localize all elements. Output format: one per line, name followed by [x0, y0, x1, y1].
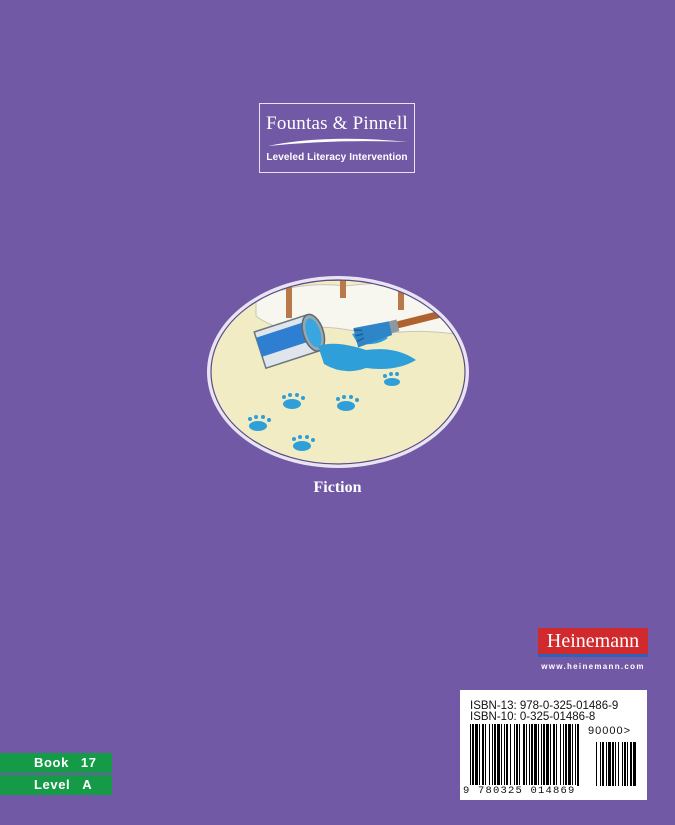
level-label: Level [34, 777, 71, 792]
book-number-tag: Book 17 [0, 753, 112, 773]
price-code: 90000> [588, 725, 632, 737]
book-label: Book [34, 755, 69, 770]
publisher-logo: Heinemann www.heinemann.com [538, 628, 648, 671]
logo-brand-name: Fountas & Pinnell [266, 113, 408, 134]
level-tag: Level A [0, 775, 112, 795]
publisher-name: Heinemann [538, 628, 648, 657]
barcode-number: 9 780325 014869 [462, 785, 577, 797]
cover-illustration [207, 276, 469, 468]
series-logo: Fountas & Pinnell Leveled Literacy Inter… [259, 103, 415, 173]
logo-program-name: Leveled Literacy Intervention [266, 152, 408, 163]
barcode-bars [470, 724, 638, 786]
level-value: A [82, 777, 93, 792]
barcode-panel: ISBN-13: 978-0-325-01486-9 ISBN-10: 0-32… [460, 690, 647, 800]
isbn-13: ISBN-13: 978-0-325-01486-9 [470, 700, 619, 712]
book-number: 17 [80, 755, 97, 770]
logo-swoosh-icon [268, 138, 408, 146]
isbn-10: ISBN-10: 0-325-01486-8 [470, 711, 596, 723]
genre-label: Fiction [313, 479, 362, 496]
publisher-url: www.heinemann.com [541, 662, 645, 671]
